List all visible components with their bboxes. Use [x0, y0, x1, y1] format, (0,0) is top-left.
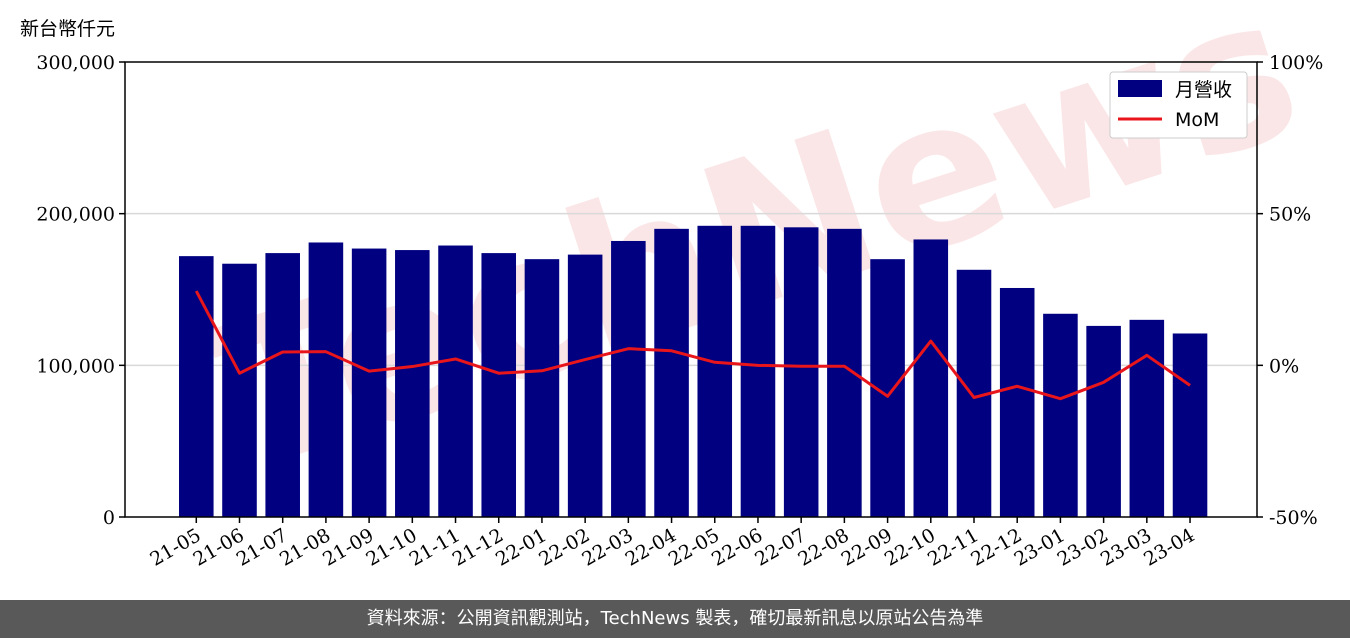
source-footer: 資料來源：公開資訊觀測站，TechNews 製表，確切最新訊息以原站公告為準 [0, 600, 1350, 638]
bar-22-06 [740, 225, 776, 518]
bar-22-10 [913, 239, 949, 517]
bar-23-04 [1172, 333, 1208, 517]
bar-21-11 [438, 245, 473, 517]
right-tick-label: 100% [1269, 52, 1323, 74]
bar-21-08 [308, 242, 344, 517]
legend-label-mom: MoM [1175, 109, 1219, 131]
bar-23-01 [1043, 313, 1078, 517]
x-axis: 21-0521-0621-0721-0821-0921-1021-1121-12… [146, 517, 1199, 571]
bar-22-01 [524, 259, 560, 517]
bar-21-10 [395, 250, 430, 518]
mom-line [194, 290, 1191, 401]
bar-21-09 [351, 248, 387, 518]
legend-label-revenue: 月營收 [1175, 79, 1232, 101]
right-tick-label: 50% [1269, 204, 1311, 226]
bar-23-02 [1086, 325, 1121, 517]
left-tick-label: 300,000 [36, 52, 115, 74]
bar-22-05 [697, 225, 733, 518]
bar-21-05 [179, 256, 214, 517]
line-series [194, 290, 1191, 401]
left-tick-label: 200,000 [36, 204, 115, 226]
left-axis: 0 100,000 200,000 300,000 [36, 52, 125, 529]
left-tick-label: 100,000 [36, 355, 115, 377]
bar-22-07 [783, 227, 819, 518]
bar-22-04 [654, 228, 689, 518]
legend: 月營收 MoM [1109, 71, 1248, 139]
bar-series [179, 225, 1208, 518]
x-tick-label: 23-04 [1140, 524, 1198, 570]
bar-21-07 [265, 253, 300, 517]
bar-22-12 [999, 287, 1035, 517]
bar-21-12 [481, 253, 517, 517]
left-tick-label: 0 [103, 507, 115, 529]
right-tick-label: -50% [1269, 507, 1318, 529]
y-axis-unit-label: 新台幣仟元 [20, 18, 116, 40]
right-tick-label: 0% [1269, 355, 1299, 377]
bar-22-03 [611, 240, 646, 517]
right-axis: -50% 0% 50% 100% [1257, 52, 1323, 529]
plot-frame [124, 61, 1258, 518]
legend-bar-swatch [1118, 80, 1162, 97]
bar-21-06 [222, 263, 257, 517]
bar-22-02 [567, 254, 603, 517]
bar-23-03 [1129, 319, 1165, 517]
